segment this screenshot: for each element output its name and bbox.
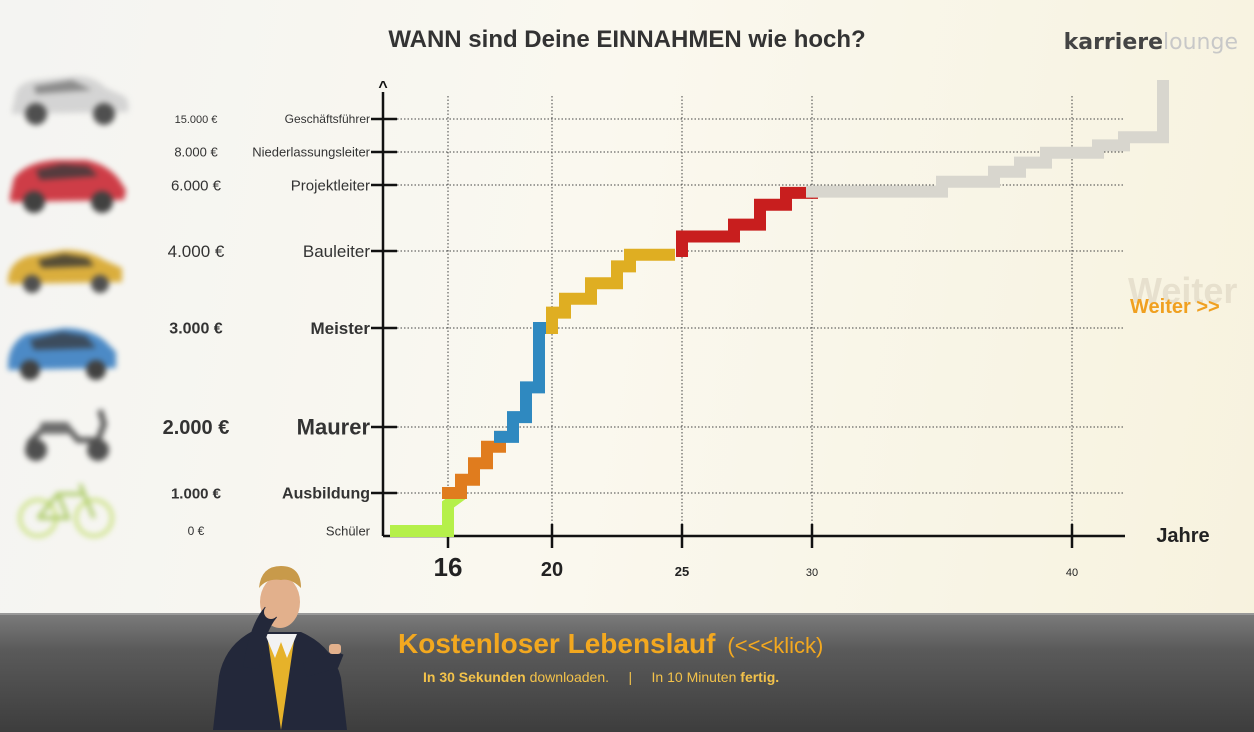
- weiter-link[interactable]: Weiter >>: [1130, 296, 1220, 318]
- x-axis-label: Jahre: [1156, 525, 1209, 547]
- brand-part-lounge: lounge: [1163, 30, 1238, 55]
- y-value-label: 6.000 €: [171, 177, 222, 194]
- x-tick-label: 40: [1066, 567, 1078, 579]
- series-line-sch-ler: [390, 488, 467, 537]
- cta-klick: (<<<klick): [727, 633, 824, 658]
- y-role-label: Projektleiter: [291, 177, 370, 194]
- income-chart: 0 € Schüler 1.000 € Ausbildung 2.000 € Maurer…: [163, 79, 1210, 582]
- blue-car-icon: [8, 328, 116, 380]
- x-tick-label: 16: [434, 552, 463, 582]
- y-role-label: Niederlassungsleiter: [252, 145, 370, 160]
- weiter-ghost-text: Weiter: [1128, 270, 1238, 311]
- footer-banner: [0, 613, 1254, 732]
- y-value-label: 8.000 €: [174, 145, 218, 160]
- series-line-meister: [546, 248, 675, 334]
- y-role-label: Ausbildung: [282, 486, 370, 503]
- sub-separator: |: [628, 669, 633, 685]
- series-line-ausbildung: [442, 430, 506, 499]
- y-value-label: 0 €: [188, 524, 205, 538]
- x-tick-label: 25: [675, 564, 689, 579]
- y-axis-arrow: ^: [378, 79, 387, 96]
- y-role-label: Meister: [310, 319, 370, 338]
- y-role-label: Bauleiter: [303, 242, 370, 261]
- sub1-rest: downloaden.: [529, 669, 609, 685]
- cta-headline: Kostenloser Lebenslauf: [398, 628, 716, 659]
- y-value-label: 15.000 €: [175, 114, 218, 126]
- scooter-icon: [25, 409, 109, 461]
- series-line-maurer: [494, 322, 558, 443]
- thinking-man-icon: [213, 566, 347, 730]
- free-cv-link[interactable]: Kostenloser Lebenslauf (<<<klick): [398, 628, 823, 660]
- page-title: WANN sind Deine EINNAHMEN wie hoch?: [388, 26, 866, 53]
- sub2-bold: fertig.: [740, 669, 780, 685]
- suv-icon: [12, 76, 129, 125]
- x-tick-label: 20: [541, 559, 563, 581]
- sub2-rest: In 10 Minuten: [651, 669, 737, 685]
- y-value-label: 4.000 €: [168, 242, 225, 261]
- series-line-projektleiter-: [806, 80, 1169, 198]
- yellow-car-icon: [8, 250, 122, 293]
- bicycle-icon: [18, 483, 114, 538]
- red-car-icon: [10, 160, 126, 213]
- y-value-label: 2.000 €: [163, 417, 230, 439]
- y-value-label: 1.000 €: [171, 485, 222, 502]
- sub1-bold: In 30 Sekunden: [423, 669, 526, 685]
- y-value-label: 3.000 €: [169, 321, 222, 338]
- series-line-bauleiter: [676, 186, 818, 257]
- brand-part-karriere: karriere: [1063, 30, 1164, 55]
- y-role-label: Maurer: [297, 415, 371, 440]
- brand-logo[interactable]: karrierelounge: [1064, 30, 1238, 55]
- y-role-label: Schüler: [326, 524, 371, 539]
- y-role-label: Geschäftsführer: [285, 112, 370, 126]
- x-tick-label: 30: [806, 567, 818, 579]
- cta-subline: In 30 Sekunden downloaden. | In 10 Minut…: [423, 669, 779, 685]
